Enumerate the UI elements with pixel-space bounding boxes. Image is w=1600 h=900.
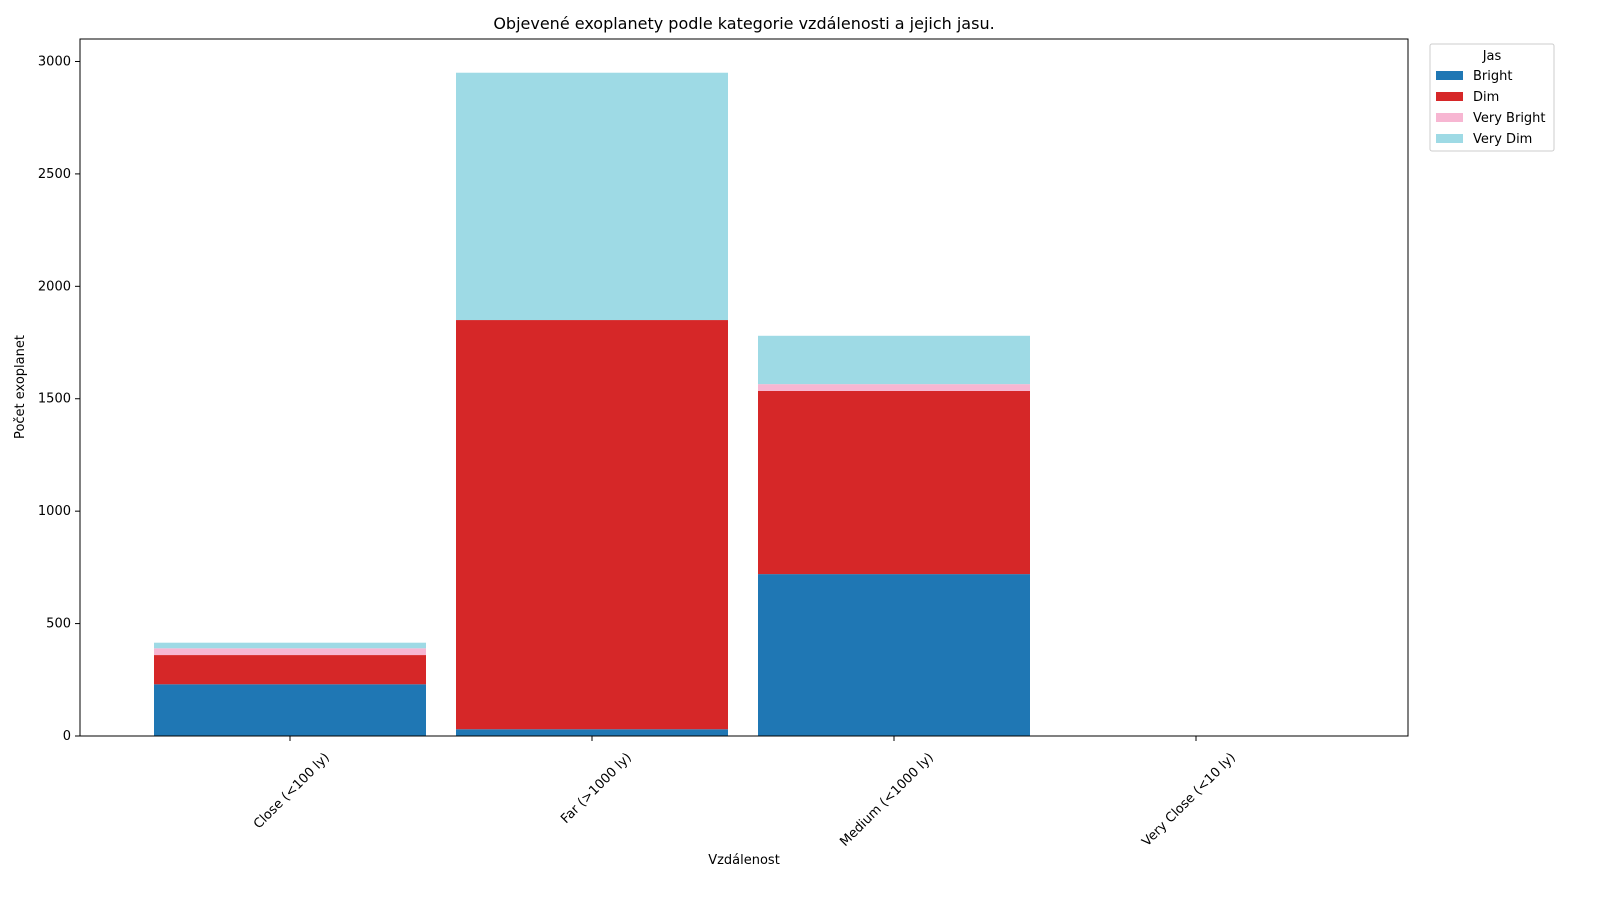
bar-very-dim-1 [456, 72, 728, 321]
legend-title: Jas [1482, 49, 1502, 64]
bar-bright-2 [758, 574, 1030, 736]
y-tick-label-500: 500 [46, 617, 71, 632]
legend-swatch-very-dim [1436, 134, 1463, 143]
bar-dim-2 [758, 390, 1030, 575]
bar-dim-1 [456, 320, 728, 730]
x-tick-label-0: Close (<100 ly) [251, 750, 333, 832]
legend: Jas Bright Dim Very Bright Very Dim [1429, 43, 1555, 152]
bar-bright-0 [154, 684, 426, 736]
x-tick-label-3: Very Close (<10 ly) [1139, 750, 1238, 849]
legend-box [1429, 43, 1555, 152]
y-axis: 0 500 1000 1500 2000 2500 3000 [38, 54, 80, 744]
bar-dim-0 [154, 655, 426, 685]
y-tick-label-3000: 3000 [38, 54, 71, 69]
legend-items: Bright Dim Very Bright Very Dim [1436, 69, 1546, 147]
x-tick-label-2: Medium (<1000 ly) [837, 750, 936, 849]
y-tick-label-2500: 2500 [38, 167, 71, 182]
chart-title: Objevené exoplanety podle kategorie vzdá… [493, 14, 994, 33]
bar-very-bright-2 [758, 384, 1030, 391]
bar-bright-1 [456, 729, 728, 736]
bar-very-dim-2 [758, 335, 1030, 385]
legend-label-dim: Dim [1473, 90, 1499, 105]
plot-area [154, 72, 1030, 736]
legend-label-bright: Bright [1473, 69, 1512, 84]
bar-very-dim-0 [154, 642, 426, 649]
legend-swatch-bright [1436, 71, 1463, 80]
legend-label-very-bright: Very Bright [1473, 111, 1546, 126]
y-tick-label-1500: 1500 [38, 392, 71, 407]
plot-frame [79, 38, 1409, 737]
y-tick-label-1000: 1000 [38, 504, 71, 519]
y-tick-label-2000: 2000 [38, 279, 71, 294]
x-tick-label-1: Far (>1000 ly) [558, 750, 635, 827]
legend-swatch-very-bright [1436, 113, 1463, 122]
y-tick-label-0: 0 [63, 729, 71, 744]
bar-very-bright-0 [154, 648, 426, 656]
y-axis-label: Počet exoplanet [13, 335, 28, 439]
x-axis: Close (<100 ly) Far (>1000 ly) Medium (<10… [251, 736, 1239, 850]
x-axis-label: Vzdálenost [708, 853, 780, 868]
legend-swatch-dim [1436, 92, 1463, 101]
legend-label-very-dim: Very Dim [1473, 132, 1532, 147]
